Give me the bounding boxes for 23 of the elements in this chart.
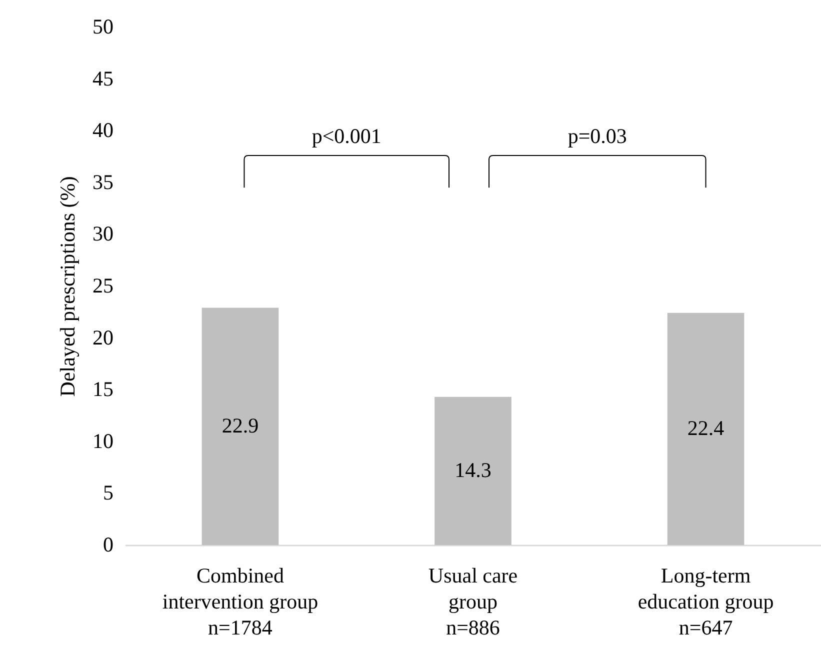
bar: [202, 308, 279, 545]
bar: [667, 312, 744, 545]
annotation: p=0.03: [568, 124, 627, 150]
y-tick-label: 30: [92, 222, 114, 246]
y-tick-label: 0: [103, 532, 114, 556]
y-tick-label: 15: [92, 377, 114, 402]
data-label: 22.4: [687, 416, 725, 440]
y-tick-label: 50: [92, 14, 114, 38]
y-tick-label: 25: [92, 274, 114, 298]
x-tick-label: Usual care group n=886: [428, 564, 518, 640]
y-tick-label: 10: [92, 428, 114, 453]
y-tick-label: 40: [92, 118, 114, 142]
x-tick-label: Combined intervention group n=1784: [162, 564, 318, 640]
y-tick-label: 20: [92, 325, 114, 350]
y-tick-label: 5: [103, 480, 114, 505]
y-axis-title: Delayed prescriptions (%): [56, 176, 80, 397]
x-tick-label: Long-term education group n=647: [638, 564, 774, 640]
y-tick-label: 35: [92, 170, 114, 194]
bar: [434, 396, 512, 545]
data-label: 22.9: [222, 413, 259, 438]
annotation: p<0.001: [312, 124, 382, 150]
data-label: 14.3: [454, 458, 492, 482]
y-tick-label: 45: [92, 66, 114, 90]
